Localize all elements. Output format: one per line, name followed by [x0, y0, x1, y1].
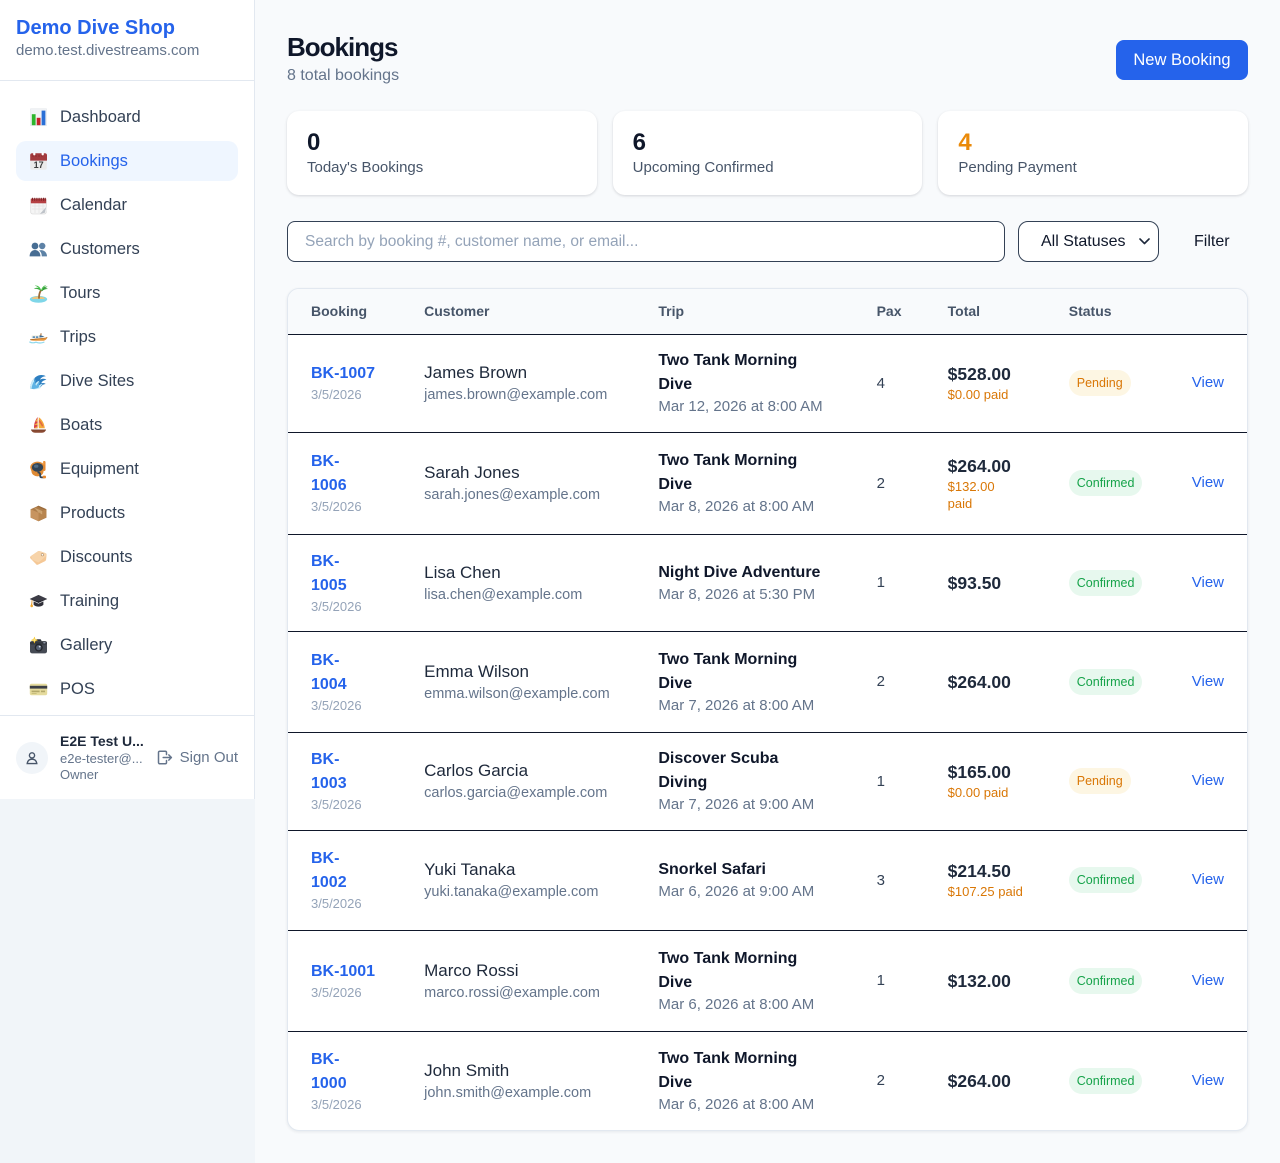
svg-text:17: 17: [34, 160, 44, 170]
